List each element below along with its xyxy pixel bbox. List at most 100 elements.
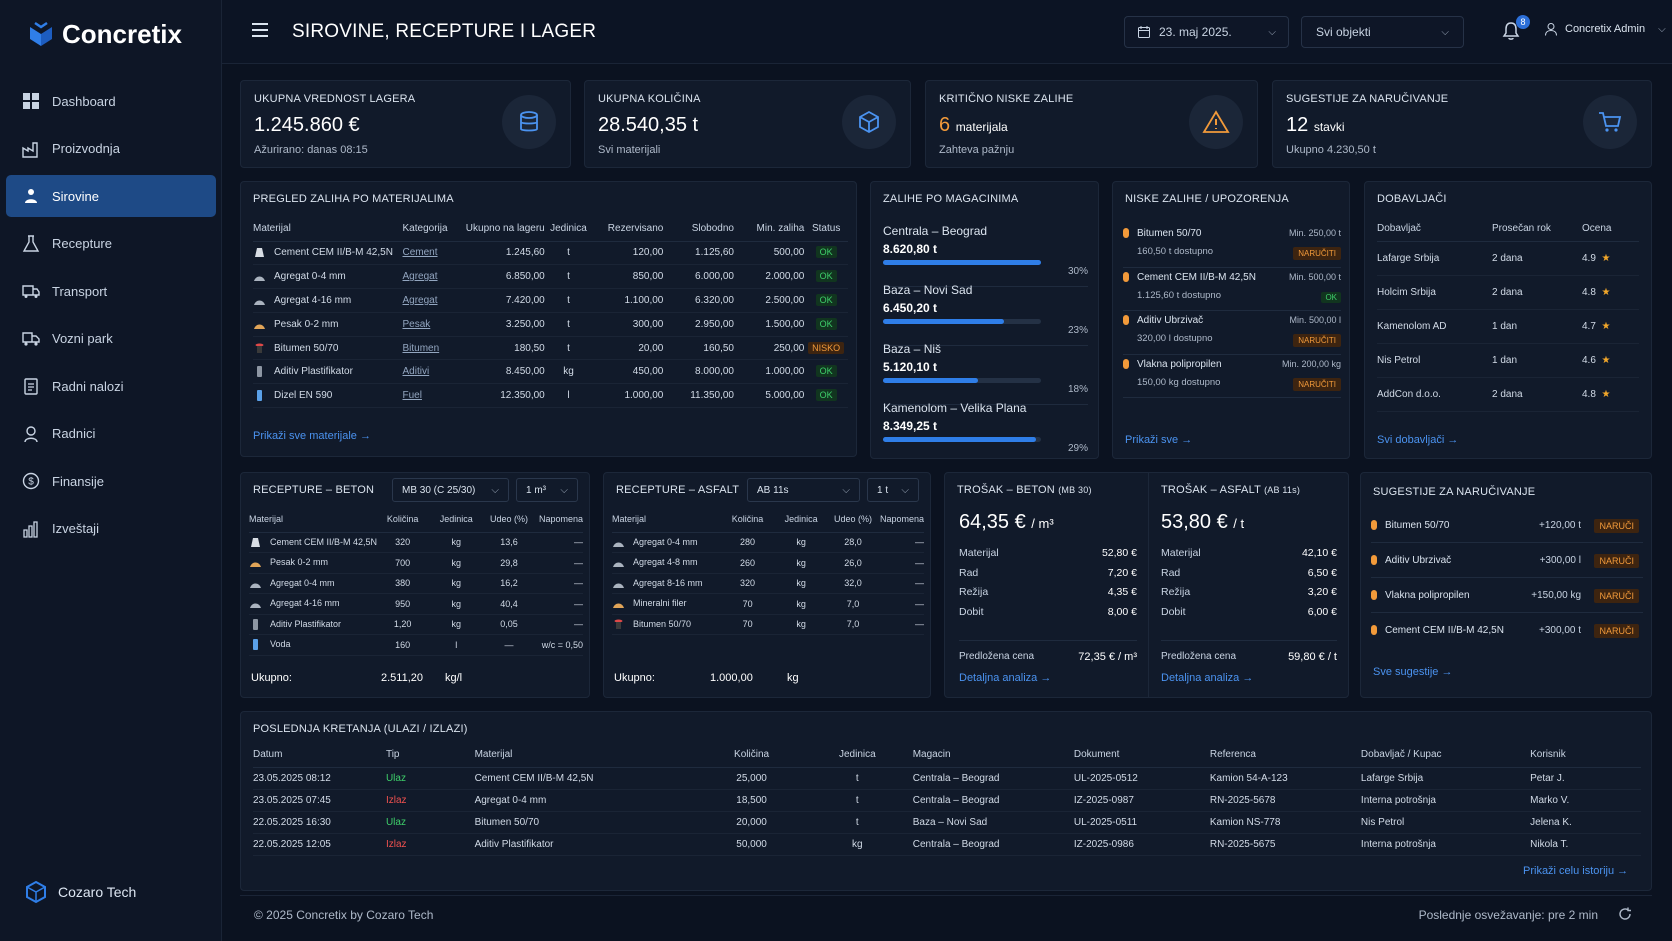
table-row[interactable]: Aditiv Plastifikator 1,20 kg 0,05— [249,614,583,635]
table-row[interactable]: Pesak 0-2 mm Pesak 3.250,00 t 300,00 2.950,00… [253,312,848,337]
recipe-asfalt-unit-select[interactable]: 1 t ⌵ [867,478,919,502]
table-row[interactable]: Aditiv Plastifikator Aditivi 8.450,00 kg 450… [253,359,848,385]
order-button[interactable]: NARUČI [1594,589,1639,603]
table-row[interactable]: Agregat 8-16 mm 320 kg 32,0— [612,573,924,594]
sidebar-item-transport[interactable]: Transport [6,270,216,312]
table-row[interactable]: Agregat 4-16 mm 950 kg 40,4— [249,593,583,615]
category-link[interactable]: Agregat [402,294,438,306]
table-row[interactable]: Agregat 0-4 mm Agregat 6.850,00 t 850,00 6.00… [253,264,848,290]
table-row[interactable]: Agregat 0-4 mm 280 kg 28,0— [612,532,924,553]
column-header[interactable]: Dobavljač [1377,216,1492,242]
order-button[interactable]: NARUČI [1594,554,1639,568]
low-stock-status-badge[interactable]: NARUČITI [1293,334,1341,347]
table-row[interactable]: Lafarge Srbija 2 dana 4.9 ★ [1377,241,1639,276]
user-menu[interactable]: Concretix Admin ⌵ [1544,22,1666,36]
table-row[interactable]: 22.05.2025 16:30 Ulaz Bitumen 50/70 20,000 t… [253,811,1641,834]
column-header[interactable]: Jedinica [774,507,828,533]
column-header[interactable]: Udeo (%) [484,507,534,533]
table-row[interactable]: AddCon d.o.o. 2 dana 4.8 ★ [1377,377,1639,412]
table-row[interactable]: Agregat 4-16 mm Agregat 7.420,00 t 1.100,00 6… [253,288,848,313]
column-header[interactable]: Količina [720,507,775,533]
column-header[interactable]: Materijal [474,742,702,768]
recipe-asfalt-select[interactable]: AB 11s ⌵ [747,478,860,502]
show-all-materials-link[interactable]: Prikaži sve materijale → [253,430,371,442]
low-stock-status-badge[interactable]: OK [1321,291,1341,303]
column-header[interactable]: Rezervisano [592,216,664,242]
low-stock-status-badge[interactable]: NARUČITI [1293,247,1341,260]
category-link[interactable]: Fuel [402,390,422,402]
full-history-link[interactable]: Prikaži celu istoriju → [1523,865,1628,877]
order-button[interactable]: NARUČI [1594,519,1639,533]
detailed-analysis-beton-link[interactable]: Detaljna analiza → [959,672,1051,684]
column-header[interactable]: Slobodno [663,216,734,242]
detailed-analysis-asfalt-link[interactable]: Detaljna analiza → [1161,672,1253,684]
recipe-beton-select[interactable]: MB 30 (C 25/30) ⌵ [392,478,509,502]
column-header[interactable]: Udeo (%) [827,507,879,533]
bell-icon[interactable] [1502,21,1520,41]
column-header[interactable]: Materijal [612,507,721,533]
table-row[interactable]: Mineralni filer 70 kg 7,0— [612,593,924,615]
category-link[interactable]: Pesak [402,318,431,330]
column-header[interactable]: Datum [253,742,386,768]
sidebar-item-vozni-park[interactable]: Vozni park [6,318,216,360]
warehouse-item[interactable]: Baza – Niš 5.120,10 t 18% [883,342,1088,405]
objects-selector[interactable]: Svi objekti ⌵ [1301,16,1464,48]
table-row[interactable]: 22.05.2025 12:05 Izlaz Aditiv Plastifikato… [253,833,1641,856]
warehouse-item[interactable]: Centrala – Beograd 8.620,80 t 30% [883,224,1088,287]
table-row[interactable]: Pesak 0-2 mm 700 kg 29,8— [249,552,583,574]
footer-brand[interactable]: Cozaro Tech [24,880,136,904]
table-row[interactable]: Agregat 4-8 mm 260 kg 26,0— [612,552,924,574]
column-header[interactable]: Dobavljač / Kupac [1360,742,1531,768]
table-row[interactable]: Cement CEM II/B-M 42,5N Cement 1.245,60 t 12… [253,241,848,266]
table-row[interactable]: Bitumen 50/70 70 kg 7,0— [612,614,924,635]
table-row[interactable]: Dizel EN 590 Fuel 12.350,00 l 1.000,00 11.350… [253,383,848,409]
low-stock-item[interactable]: Cement CEM II/B-M 42,5N Min. 500,00 t 1.12… [1123,268,1341,311]
sidebar-item-izvestaji[interactable]: Izveštaji [6,508,216,550]
table-row[interactable]: Kamenolom AD 1 dan 4.7 ★ [1377,309,1639,344]
column-header[interactable]: Magacin [912,742,1074,768]
sidebar-item-radnici[interactable]: Radnici [6,413,216,455]
refresh-icon[interactable] [1618,907,1632,921]
sidebar-item-sirovine[interactable]: Sirovine [6,175,216,217]
category-link[interactable]: Cement [402,247,438,259]
column-header[interactable]: Materijal [249,507,378,533]
low-stock-status-badge[interactable]: NARUČITI [1293,377,1341,391]
category-link[interactable]: Bitumen [402,342,440,354]
column-header[interactable]: Jedinica [801,742,913,768]
column-header[interactable]: Ukupno na lageru [461,216,545,242]
column-header[interactable]: Korisnik [1530,742,1641,768]
warehouse-item[interactable]: Baza – Novi Sad 6.450,20 t 23% [883,283,1088,346]
column-header[interactable]: Količina [701,742,802,768]
sidebar-item-recepture[interactable]: Recepture [6,223,216,265]
column-header[interactable]: Materijal [253,216,403,242]
column-header[interactable]: Min. zaliha [733,216,805,242]
table-row[interactable]: Nis Petrol 1 dan 4.6 ★ [1377,343,1639,378]
column-header[interactable]: Kategorija [402,216,462,242]
column-header[interactable]: Jedinica [544,216,593,242]
table-row[interactable]: Voda 160 l — w/c = 0,50 [249,634,583,656]
table-row[interactable]: Cement CEM II/B-M 42,5N 320 kg 13,6— [249,532,583,553]
category-link[interactable]: Aditivi [402,366,430,378]
table-row[interactable]: 23.05.2025 08:12 Ulaz Cement CEM II/B-M 42… [253,767,1641,790]
column-header[interactable]: Jedinica [428,507,485,533]
hamburger-menu-icon[interactable] [250,22,270,38]
table-row[interactable]: 23.05.2025 07:45 Izlaz Agregat 0-4 mm 18,50… [253,789,1641,812]
category-link[interactable]: Agregat [402,271,438,283]
column-header[interactable]: Količina [377,507,429,533]
column-header[interactable]: Dokument [1073,742,1210,768]
app-logo[interactable]: Concretix [28,16,182,52]
column-header[interactable]: Status [804,216,848,242]
low-stock-item[interactable]: Vlakna polipropilen Min. 200,00 kg 150,00 … [1123,355,1341,398]
sidebar-item-finansije[interactable]: $ Finansije [6,460,216,502]
sidebar-item-proizvodnja[interactable]: Proizvodnja [6,128,216,170]
table-row[interactable]: Holcim Srbija 2 dana 4.8 ★ [1377,275,1639,310]
column-header[interactable]: Ocena [1582,216,1639,242]
table-row[interactable]: Bitumen 50/70 Bitumen 180,50 t 20,00 160,50 25… [253,336,848,361]
column-header[interactable]: Napomena [533,507,583,533]
order-button[interactable]: NARUČI [1594,624,1639,638]
low-stock-item[interactable]: Aditiv Ubrzivač Min. 500,00 l 320,00 l dos… [1123,311,1341,355]
column-header[interactable]: Tip [385,742,475,768]
low-stock-item[interactable]: Bitumen 50/70 Min. 250,00 t 160,50 t dostu… [1123,224,1341,268]
sidebar-item-radni-nalozi[interactable]: Radni nalozi [6,365,216,407]
column-header[interactable]: Napomena [878,507,924,533]
